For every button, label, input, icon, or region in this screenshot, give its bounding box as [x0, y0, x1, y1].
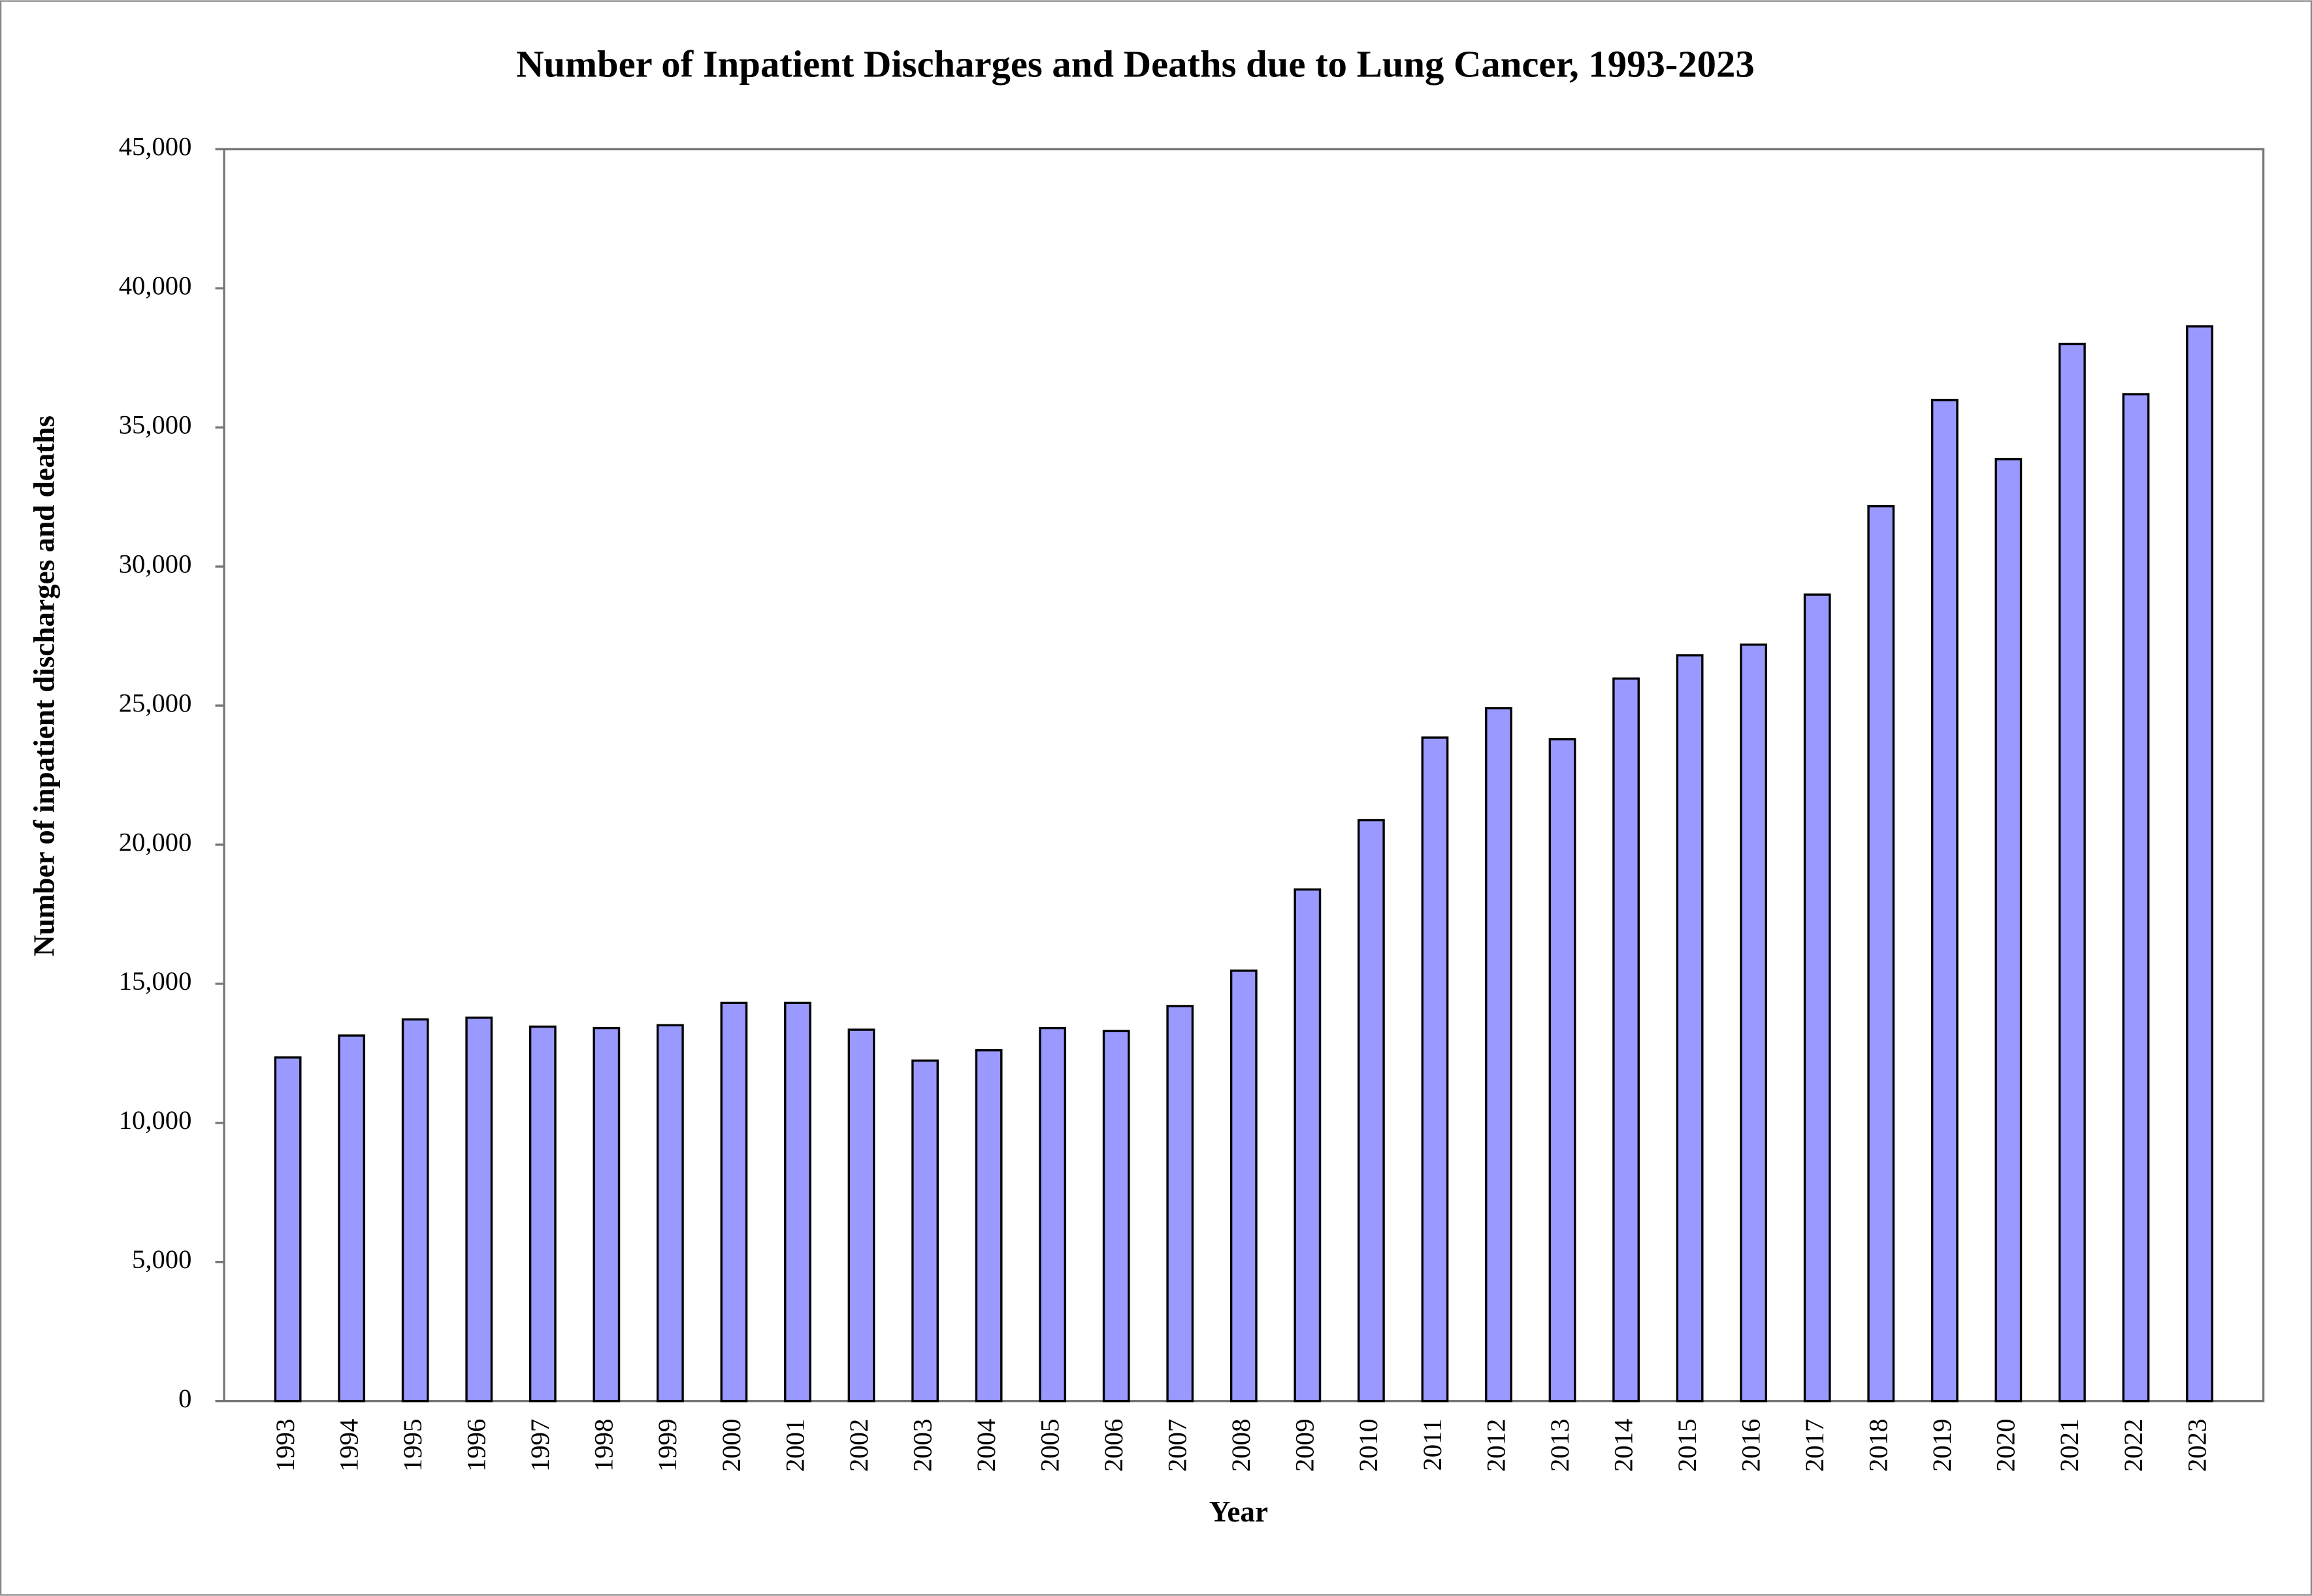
chart-title: Number of Inpatient Discharges and Death… — [516, 43, 1755, 86]
bar — [1485, 707, 1512, 1403]
x-tick-label: 2016 — [1736, 1419, 1765, 1472]
x-tick-label: 2015 — [1672, 1419, 1702, 1472]
bar — [720, 1002, 748, 1403]
x-tick-label: 2023 — [2182, 1419, 2211, 1472]
bar — [784, 1002, 811, 1403]
x-tick-label: 2009 — [1290, 1419, 1320, 1472]
bar — [529, 1025, 557, 1403]
x-tick-label: 1994 — [334, 1419, 363, 1472]
x-tick-label: 2007 — [1163, 1419, 1192, 1472]
y-tick-label: 35,000 — [119, 410, 192, 440]
x-tick-label: 1996 — [462, 1419, 491, 1472]
x-tick-label: 2003 — [907, 1419, 937, 1472]
bar — [401, 1018, 429, 1403]
y-axis-title: Number of inpatient discharges and death… — [28, 415, 61, 956]
x-tick-label: 2017 — [1800, 1419, 1829, 1472]
bar — [2059, 342, 2086, 1403]
x-tick-label: 2019 — [1927, 1419, 1957, 1472]
bar — [1548, 738, 1576, 1403]
bar — [593, 1026, 621, 1403]
x-tick-label: 2013 — [1545, 1419, 1574, 1472]
bar — [911, 1059, 939, 1403]
x-tick-label: 1998 — [589, 1419, 619, 1472]
x-tick-label: 2000 — [717, 1419, 746, 1472]
x-tick-label: 2005 — [1035, 1419, 1064, 1472]
y-tick-label: 25,000 — [119, 688, 192, 717]
bar — [1229, 969, 1258, 1403]
bar — [1102, 1030, 1130, 1403]
x-tick-label: 2012 — [1481, 1419, 1510, 1472]
x-tick-label: 2020 — [1991, 1419, 2021, 1472]
y-tick-label: 15,000 — [119, 966, 192, 996]
bar — [465, 1017, 493, 1403]
y-tick-label: 45,000 — [119, 132, 192, 161]
bar — [274, 1056, 302, 1403]
bar — [1803, 593, 1831, 1403]
bar — [1039, 1026, 1067, 1403]
bar — [338, 1034, 366, 1403]
y-tick-label: 40,000 — [119, 271, 192, 301]
x-tick-label: 2014 — [1608, 1419, 1638, 1472]
y-tick-label: 0 — [178, 1384, 191, 1413]
bar — [975, 1049, 1003, 1403]
bar — [1740, 643, 1768, 1403]
bar — [1995, 458, 2023, 1403]
x-tick-label: 2010 — [1354, 1419, 1383, 1472]
x-tick-label: 1999 — [653, 1419, 682, 1472]
bar — [1166, 1005, 1194, 1403]
x-tick-label: 2018 — [1864, 1419, 1893, 1472]
x-tick-label: 2002 — [844, 1419, 873, 1472]
y-tick-label: 5,000 — [132, 1245, 191, 1274]
bar — [1358, 819, 1385, 1403]
y-tick-label: 20,000 — [119, 827, 192, 856]
y-tick-label: 30,000 — [119, 549, 192, 578]
y-tick-label: 10,000 — [119, 1105, 192, 1135]
x-tick-label: 2021 — [2055, 1419, 2084, 1472]
x-tick-label: 2006 — [1099, 1419, 1128, 1472]
x-tick-label: 1997 — [525, 1419, 555, 1472]
x-tick-label: 1995 — [398, 1419, 427, 1472]
bar — [1867, 505, 1895, 1403]
x-axis-title: Year — [1209, 1495, 1268, 1528]
bar — [1676, 654, 1704, 1403]
bar — [1612, 677, 1640, 1403]
bar — [1930, 399, 1959, 1403]
bar — [847, 1028, 875, 1403]
x-tick-label: 2022 — [2119, 1419, 2148, 1472]
bar — [1421, 736, 1449, 1403]
x-tick-label: 1993 — [270, 1419, 300, 1472]
bar — [2122, 393, 2150, 1403]
x-tick-label: 2004 — [971, 1419, 1001, 1472]
bar — [657, 1024, 684, 1403]
x-tick-label: 2011 — [1418, 1419, 1447, 1471]
bar — [1294, 888, 1322, 1403]
x-tick-label: 2001 — [780, 1419, 809, 1472]
bar — [2186, 325, 2213, 1403]
x-tick-label: 2008 — [1226, 1419, 1256, 1472]
